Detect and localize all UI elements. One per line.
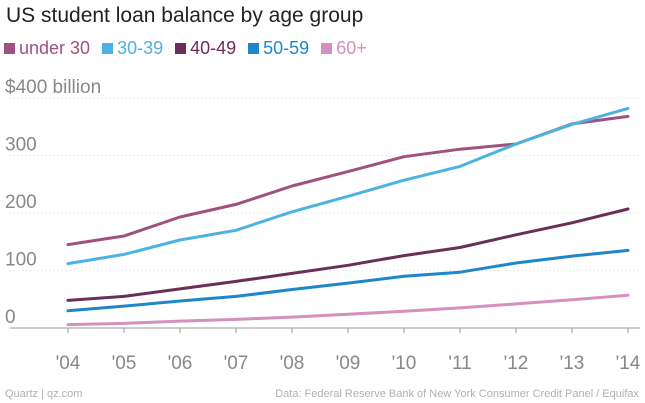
legend-swatch — [175, 43, 187, 54]
legend-label: 50-59 — [263, 38, 310, 58]
chart-legend: under 30 30-39 40-49 50-59 60+ — [4, 38, 379, 59]
legend-label: 30-39 — [117, 38, 164, 58]
x-tick-label: '06 — [168, 353, 193, 374]
legend-swatch — [248, 43, 260, 54]
x-tick-label: '04 — [56, 353, 81, 374]
series-line-60- — [66, 293, 630, 327]
x-tick-label: '14 — [616, 353, 641, 374]
series-line-50-59 — [66, 248, 630, 313]
x-tick-label: '11 — [448, 353, 471, 374]
legend-swatch — [4, 43, 15, 54]
x-tick-label: '08 — [280, 353, 305, 374]
x-tick-label: '10 — [392, 353, 417, 374]
x-tick-label: '13 — [560, 353, 585, 374]
legend-swatch — [102, 43, 114, 54]
footer-credit: Quartz | qz.com — [5, 388, 83, 400]
footer-source: Data: Federal Reserve Bank of New York C… — [275, 388, 639, 400]
y-tick-label: $400 billion — [5, 77, 101, 98]
x-tick-label: '12 — [504, 353, 529, 374]
series-line-30-39 — [66, 106, 630, 266]
x-tick-label: '05 — [112, 353, 137, 374]
x-tick-label: '07 — [224, 353, 249, 374]
legend-item-under-30: under 30 — [4, 38, 90, 59]
legend-item-50-59: 50-59 — [248, 38, 309, 59]
y-tick-label: 100 — [5, 250, 37, 271]
legend-label: 40-49 — [190, 38, 237, 58]
x-tick-label: '09 — [336, 353, 361, 374]
legend-item-60-: 60+ — [321, 38, 367, 59]
legend-item-30-39: 30-39 — [102, 38, 163, 59]
y-tick-label: 300 — [5, 135, 37, 156]
legend-swatch — [321, 43, 333, 54]
legend-label: under 30 — [19, 38, 91, 58]
chart-title: US student loan balance by age group — [6, 4, 364, 27]
series-line-40-49 — [66, 207, 630, 302]
legend-label: 60+ — [336, 38, 367, 58]
legend-item-40-49: 40-49 — [175, 38, 236, 59]
y-tick-label: 200 — [5, 192, 37, 213]
y-tick-label: 0 — [5, 307, 16, 328]
